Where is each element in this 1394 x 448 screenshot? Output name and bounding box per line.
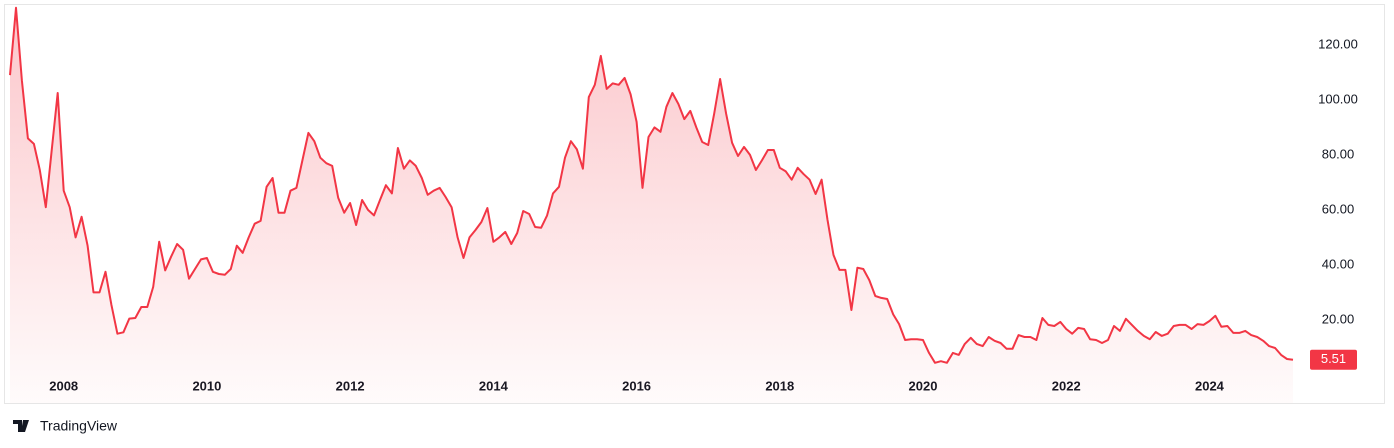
frame [4, 4, 1385, 404]
y-tick-label: 60.00 [1322, 201, 1355, 216]
last-price-tag [1310, 349, 1357, 370]
y-tick-label: 40.00 [1322, 256, 1355, 271]
area-fill [10, 7, 1293, 404]
price-line [9, 6, 1294, 364]
y-tick-label: 20.00 [1322, 311, 1355, 326]
logo [13, 420, 29, 432]
last-price-label: 5.51 [1321, 351, 1346, 366]
y-tick-label: 80.00 [1322, 146, 1355, 161]
y-tick-label: 120.00 [1318, 36, 1358, 51]
y-tick-label: 100.00 [1318, 91, 1358, 106]
watermark: TradingView [40, 418, 118, 434]
